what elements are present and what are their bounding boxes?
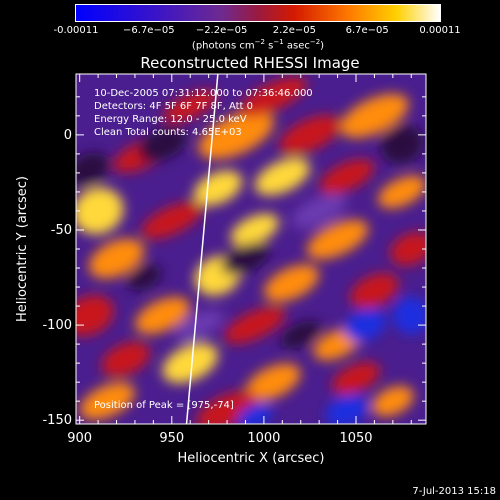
heatmap-blob xyxy=(230,213,279,247)
heatmap-blob xyxy=(331,362,381,395)
heatmap-blob xyxy=(280,320,322,349)
heatmap-blob xyxy=(340,93,409,138)
heatmap-blob xyxy=(306,219,369,260)
peak-position-label: Position of Peak = [975,-74] xyxy=(94,400,234,411)
heatmap-blob xyxy=(196,391,258,424)
colorbar-tick-label: -0.00011 xyxy=(53,25,99,36)
heatmap-blob xyxy=(291,193,347,229)
heatmap-blob xyxy=(254,158,310,196)
heatmap-blob xyxy=(76,187,124,235)
heatmap-blob xyxy=(224,306,286,344)
colorbar-tick-label: 2.2e−05 xyxy=(272,25,316,36)
heatmap-blob xyxy=(162,343,218,384)
y-axis-label: Heliocentric Y (arcsec) xyxy=(15,176,30,322)
heatmap-blob xyxy=(279,115,341,155)
heatmap-blob xyxy=(138,126,187,162)
heatmap-blob xyxy=(193,170,243,206)
annotation-line: Clean Total counts: 4.65E+03 xyxy=(94,127,242,138)
heatmap-blob xyxy=(141,201,203,239)
heatmap-blob xyxy=(198,110,274,160)
heatmap-blob xyxy=(126,264,162,291)
heatmap-blob xyxy=(325,394,368,424)
y-tick-label: 0 xyxy=(64,128,72,143)
heatmap-blob xyxy=(221,242,270,275)
heatmap-blob xyxy=(344,308,387,342)
x-axis-label: Heliocentric X (arcsec) xyxy=(178,451,325,466)
heatmap-blob xyxy=(245,363,301,401)
heatmap-blob xyxy=(88,238,145,279)
heatmap-blob xyxy=(372,385,414,417)
heatmap-blob xyxy=(135,296,191,335)
x-tick-label: 1000 xyxy=(247,431,280,446)
colorbar-tick-label: 0.00011 xyxy=(419,25,461,36)
x-tick-label: 950 xyxy=(159,431,184,446)
chart-title: Reconstructed RHESSI Image xyxy=(140,54,360,72)
annotation-line: 10-Dec-2005 07:31:12.000 to 07:36:46.000 xyxy=(94,88,313,99)
colorbar-tick-label: −6.7e−05 xyxy=(123,25,175,36)
heatmap-blob xyxy=(319,159,375,195)
heatmap-blob xyxy=(163,90,218,123)
y-tick-label: -100 xyxy=(42,318,72,333)
heatmap-blob xyxy=(390,232,426,266)
x-tick-label: 900 xyxy=(67,431,92,446)
y-tick-label: -50 xyxy=(51,223,72,238)
heatmap-blob xyxy=(264,264,320,302)
heatmap-blob xyxy=(378,175,426,209)
heatmap-blob xyxy=(79,382,135,420)
colorbar-tick-label: −2.2e−05 xyxy=(195,25,248,36)
heatmap-blob xyxy=(175,310,224,341)
heatmap-blob xyxy=(76,152,110,186)
footer-timestamp: 7-Jul-2013 15:18 xyxy=(412,486,496,497)
heatmap-blob xyxy=(239,77,307,117)
colorbar-units: (photons cm−2 s−1 asec−2) xyxy=(191,38,325,52)
heatmap-blob xyxy=(237,403,273,424)
heatmap-blob xyxy=(380,124,424,164)
colorbar xyxy=(75,4,441,22)
colorbar-tick-label: 6.7e−05 xyxy=(345,25,389,36)
heatmap-blob xyxy=(350,273,399,309)
heatmap-blob xyxy=(76,295,114,336)
y-tick-label: -150 xyxy=(42,413,72,428)
annotation-line: Energy Range: 12.0 - 25.0 keV xyxy=(94,114,247,125)
limb-line xyxy=(185,73,219,425)
x-tick-label: 1050 xyxy=(339,431,372,446)
annotation-line: Detectors: 4F 5F 6F 7F 8F, Att 0 xyxy=(94,101,253,112)
heatmap-blob xyxy=(101,341,150,377)
